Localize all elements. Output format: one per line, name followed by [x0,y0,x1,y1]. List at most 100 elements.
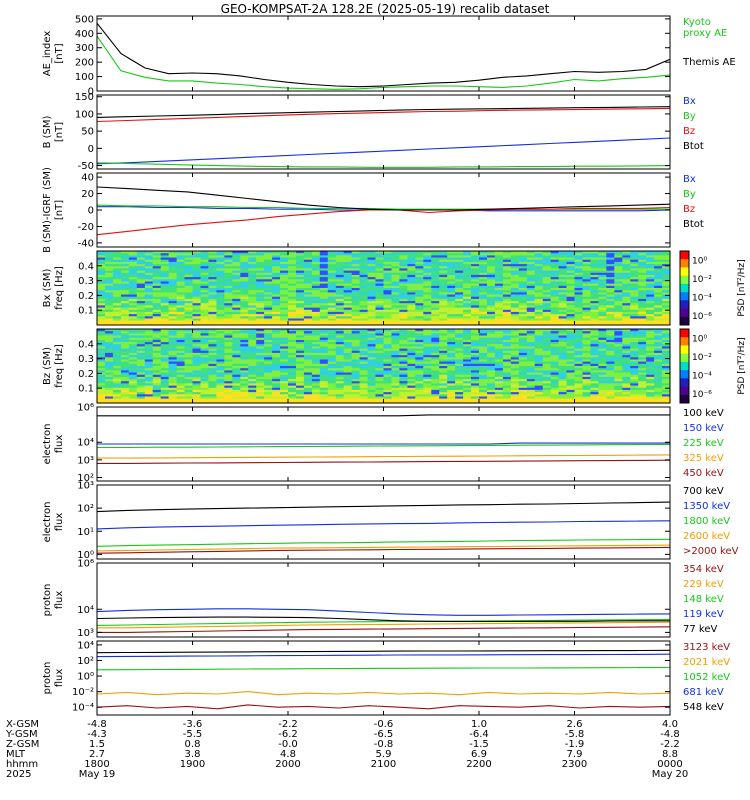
spectrogram-cell [160,318,170,322]
spectrogram-cell [646,322,655,326]
spectrogram-cell [232,366,241,369]
spectrogram-cell [463,255,472,258]
spectrogram-cell [351,383,361,386]
spectrogram-cell [391,339,400,343]
spectrogram-cell [303,385,313,389]
spectrogram-cell [590,257,599,261]
spectrogram-cell [216,277,225,280]
spectrogram-cell [502,385,512,389]
spectrogram-cell [327,307,337,311]
spectrogram-cell [622,385,631,389]
spectrogram-cell [487,335,496,339]
spectrogram-cell [359,279,368,282]
spectrogram-cell [152,296,162,300]
spectrogram-cell [638,253,647,256]
spectrogram-cell [646,392,655,395]
spectrogram-cell [439,257,448,261]
spectrogram-cell [415,292,424,295]
spectrogram-cell [614,322,623,326]
spectrogram-cell [120,357,130,360]
spectrogram-cell [383,309,392,313]
spectrogram-cell [168,307,177,311]
spectrogram-cell [662,288,671,291]
spectrogram-cell [184,396,193,400]
spectrogram-cell [208,398,217,402]
spectrogram-cell [582,290,591,293]
spectrogram-cell [128,290,138,293]
spectrogram-cell [176,352,185,356]
spectrogram-cell [558,320,567,324]
spectrogram-cell [598,346,607,349]
spectrogram-cell [518,283,528,287]
spectrogram-cell [550,374,559,378]
spectrogram-cell [526,329,536,332]
spectrogram-cell [510,301,520,304]
spectrogram-cell [582,346,591,349]
spectrogram-cell [311,259,321,263]
spectrogram-cell [606,372,615,376]
spectrogram-cell [463,266,472,269]
spectrogram-cell [112,366,122,369]
spectrogram-cell [288,344,297,347]
spectrogram-cell [303,261,313,265]
spectrogram-cell [327,394,337,397]
spectrogram-cell [471,261,480,265]
spectrogram-cell [216,309,225,313]
spectrogram-cell [447,352,456,356]
spectrogram-cell [367,270,376,274]
spectrogram-cell [487,339,496,343]
spectrogram-cell [518,342,528,345]
spectrogram-cell [208,283,217,287]
spectrogram-cell [590,316,599,319]
spectrogram-cell [168,370,177,373]
spectrogram-cell [391,281,400,285]
spectrogram-cell [200,255,209,258]
spectrogram-cell [224,318,233,322]
spectrogram-cell [184,316,193,319]
spectrogram-cell [399,346,408,349]
spectrogram-cell [144,301,154,304]
spectrogram-cell [582,251,591,254]
spectrogram-cell [654,368,663,371]
spectrogram-cell [176,251,185,254]
spectrogram-cell [335,320,345,324]
spectrogram-cell [216,329,225,332]
spectrogram-cell [335,305,345,308]
spectrogram-cell [447,350,456,354]
spectrogram-cell [184,379,193,382]
spectrogram-cell [288,376,297,380]
spectrogram-cell [375,264,384,267]
spectrogram-cell [654,348,663,352]
spectrogram-cell [160,331,170,334]
spectrogram-cell [224,322,233,326]
spectrogram-cell [622,303,631,306]
spectrogram-cell [622,288,631,291]
spectrogram-cell [375,270,384,274]
spectrogram-cell [168,368,177,371]
spectrogram-cell [359,311,368,315]
spectrogram-cell [598,281,607,285]
spectrogram-cell [622,394,631,397]
spectrogram-cell [510,370,520,373]
spectrogram-cell [359,381,368,384]
spectrogram-cell [550,311,559,315]
spectrogram-cell [383,350,392,354]
spectrogram-cell [327,320,337,324]
spectrogram-cell [105,339,114,343]
spectrogram-cell [471,333,480,336]
spectrogram-cell [598,333,607,336]
spectrogram-cell [518,305,528,308]
spectrogram-cell [280,257,289,261]
spectrogram-cell [487,307,496,311]
spectrogram-cell [136,251,146,254]
spectrogram-cell [240,307,249,311]
spectrogram-cell [407,361,416,365]
spectrogram-cell [184,376,193,380]
spectrogram-cell [351,307,361,311]
spectrogram-cell [463,268,472,271]
spectrogram-cell [399,298,408,302]
spectrogram-cell [280,301,289,304]
spectrogram-cell [272,309,281,313]
spectrogram-cell [407,261,416,265]
spectrogram-cell [112,376,122,380]
